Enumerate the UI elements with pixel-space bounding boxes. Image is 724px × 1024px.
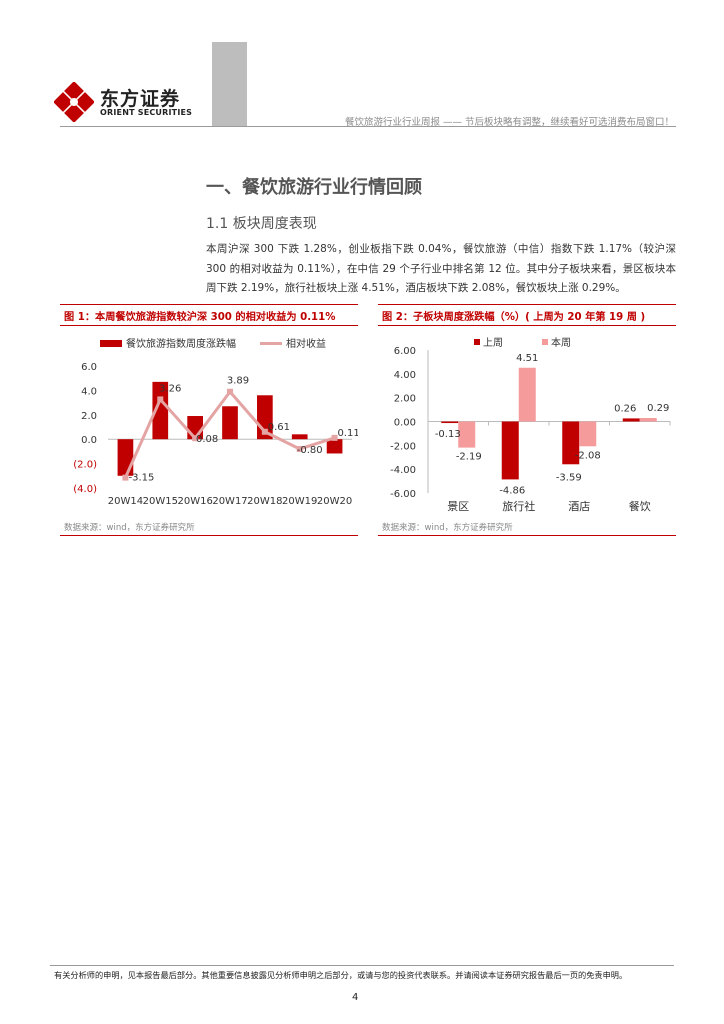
x-tick-label: 旅行社 <box>502 499 535 513</box>
legend-label: 本周 <box>551 336 571 349</box>
figure1-title-rule <box>60 325 358 326</box>
legend-swatch-bar <box>100 340 122 347</box>
legend-label-line: 相对收益 <box>286 337 326 350</box>
data-label: 0.26 <box>614 403 636 414</box>
legend-swatch <box>474 339 480 345</box>
summary-paragraph: 本周沪深 300 下跌 1.28%，创业板指下跌 0.04%，餐饮旅游（中信）指… <box>206 243 676 294</box>
footer-divider <box>50 965 674 966</box>
y-tick-label: 4.0 <box>81 386 97 397</box>
bar-this-week <box>639 418 657 422</box>
x-tick-label: 20W17 <box>212 496 247 507</box>
data-label: 3.89 <box>227 376 249 387</box>
x-tick-label: 20W16 <box>177 496 212 507</box>
relative-return-point <box>227 388 233 395</box>
x-tick-label: 酒店 <box>568 499 590 513</box>
figure1-top-rule <box>60 304 358 305</box>
bar-last-week <box>562 421 580 465</box>
data-label: 3.26 <box>159 383 181 394</box>
x-tick-label: 20W20 <box>317 496 352 507</box>
subsection-heading: 1.1 板块周度表现 <box>206 216 317 232</box>
figure1-title: 图 1：本周餐饮旅游指数较沪深 300 的相对收益为 0.11% <box>64 312 336 323</box>
figure2-bottom-rule <box>378 535 676 536</box>
y-tick-label: -6.00 <box>390 489 416 500</box>
logo-text-en: ORIENT SECURITIES <box>100 108 193 117</box>
figure1-bottom-rule <box>60 535 358 536</box>
data-label: 0.08 <box>196 434 218 445</box>
relative-return-point <box>261 428 268 435</box>
legend-label: 上周 <box>483 337 503 349</box>
relative-return-point <box>296 445 303 452</box>
legend-label-bar: 餐饮旅游指数周度涨跌幅 <box>126 337 236 350</box>
legend-swatch <box>542 339 548 345</box>
relative-return-point <box>157 396 164 403</box>
figure2-title-rule <box>378 325 676 326</box>
x-tick-label: 20W19 <box>282 496 317 507</box>
y-tick-label: (4.0) <box>73 484 97 495</box>
bar-weekly-change <box>222 406 238 440</box>
x-tick-label: 20W15 <box>143 496 178 507</box>
bar-this-week <box>458 421 476 448</box>
data-label: -3.15 <box>128 473 154 484</box>
y-tick-label: (2.0) <box>73 460 97 471</box>
y-tick-label: 0.0 <box>81 435 97 446</box>
figure2-chart: 上周 本周 6.00 4.00 2.00 0.00 -2.00 -4.00 -6.00 -0.13… <box>390 336 671 513</box>
header-accent-bar <box>212 42 247 126</box>
orient-logo-icon <box>54 82 94 122</box>
y-tick-label: 6.0 <box>81 362 97 373</box>
section-heading: 一、餐饮旅游行业行情回顾 <box>206 177 422 198</box>
relative-return-point <box>192 435 199 442</box>
y-tick-label: 6.00 <box>394 346 416 357</box>
bar-weekly-change <box>326 439 343 454</box>
data-label: 0.61 <box>268 422 290 433</box>
data-label: -2.19 <box>456 452 482 463</box>
x-tick-label: 20W18 <box>247 496 282 507</box>
bar-weekly-change <box>291 434 308 440</box>
data-label: -0.13 <box>435 429 461 440</box>
y-tick-label: -4.00 <box>390 465 416 476</box>
figure1-source: 数据来源：wind，东方证券研究所 <box>64 523 195 533</box>
figure1-chart: 餐饮旅游指数周度涨跌幅 相对收益 6.0 4.0 2.0 0.0 (2.0) (4.0) -3.… <box>73 337 358 507</box>
data-label: 0.11 <box>337 428 358 439</box>
data-label: 0.29 <box>647 403 669 414</box>
logo-text-cn: 东方证券 <box>100 88 181 110</box>
x-tick-label: 餐饮 <box>629 499 651 513</box>
y-tick-label: 2.0 <box>81 411 97 422</box>
footer-disclaimer: 有关分析师的申明，见本报告最后部分。其他重要信息披露见分析师申明之后部分，或请与… <box>54 970 628 980</box>
figure2-source: 数据来源：wind，东方证券研究所 <box>382 523 513 533</box>
header-divider <box>60 126 676 127</box>
data-label: 4.51 <box>516 353 538 364</box>
page-number: 4 <box>352 992 359 1003</box>
x-tick-label: 20W14 <box>108 496 143 507</box>
data-label: -3.59 <box>556 472 582 483</box>
report-header-title: 餐饮旅游行业行业周报 —— 节后板块略有调整，继续看好可选消费布局窗口！ <box>344 117 674 128</box>
relative-return-point <box>331 434 338 441</box>
y-tick-label: 4.00 <box>394 370 416 381</box>
bar-last-week <box>441 421 459 424</box>
data-label: -2.08 <box>575 450 601 461</box>
data-label: -0.80 <box>297 445 323 456</box>
figure2-top-rule <box>378 304 676 305</box>
figure2-title: 图 2：子板块周度涨跌幅（%）( 上周为 20 年第 19 周 ) <box>382 312 646 323</box>
y-tick-label: 2.00 <box>394 394 416 405</box>
y-tick-label: 0.00 <box>394 418 416 429</box>
data-label: -4.86 <box>499 485 525 496</box>
bar-last-week <box>622 418 640 422</box>
bar-this-week <box>518 367 536 422</box>
bar-weekly-change <box>117 439 134 476</box>
bar-weekly-change <box>152 381 169 440</box>
bar-this-week <box>579 421 597 447</box>
x-tick-label: 景区 <box>447 500 469 513</box>
y-tick-label: -2.00 <box>390 441 416 452</box>
relative-return-point <box>122 474 129 481</box>
bar-last-week <box>501 421 519 480</box>
